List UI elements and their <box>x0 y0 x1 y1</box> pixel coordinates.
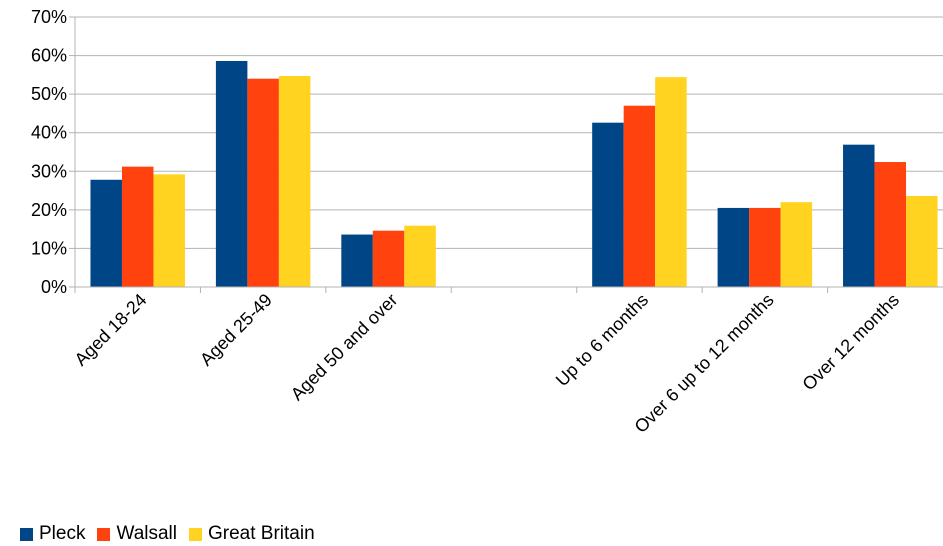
x-tick-label: Up to 6 months <box>552 290 652 390</box>
bar <box>372 230 405 287</box>
bar <box>153 174 185 287</box>
y-tick-label: 20% <box>31 200 67 220</box>
x-tick-label: Over 12 months <box>798 290 903 395</box>
bar-chart: 0% 10% 20% 30% 40% 50% 60% 70% Aged 18-24 Aged 2… <box>31 7 943 437</box>
bar <box>215 60 248 287</box>
axes <box>74 17 943 293</box>
legend-item: Walsall <box>97 523 177 545</box>
gridlines <box>75 16 943 249</box>
legend-swatch <box>20 527 33 541</box>
y-tick-label: 70% <box>31 7 67 27</box>
x-axis-labels: Aged 18-24 Aged 25-49 Aged 50 and over Up t… <box>71 290 904 437</box>
bars <box>90 60 938 288</box>
x-tick-label: Aged 25-49 <box>196 290 276 370</box>
legend-label: Walsall <box>116 523 177 544</box>
bar <box>90 179 122 287</box>
legend-item: Pleck <box>20 523 85 545</box>
bar <box>592 122 624 287</box>
x-tick-label: Aged 18-24 <box>71 290 151 370</box>
y-tick-label: 40% <box>31 123 67 143</box>
y-tick-label: 50% <box>31 84 67 104</box>
y-axis-ticks: 0% 10% 20% 30% 40% 50% 60% 70% <box>31 7 75 297</box>
legend-item: Great Britain <box>189 523 315 545</box>
bar <box>655 77 687 288</box>
legend-label: Pleck <box>39 523 86 544</box>
y-tick-label: 30% <box>31 161 67 181</box>
x-tick-label: Aged 50 and over <box>287 290 402 405</box>
legend-swatch <box>97 527 111 541</box>
bar <box>121 166 154 287</box>
y-tick-label: 10% <box>31 238 67 258</box>
bar <box>341 234 373 287</box>
bar <box>780 202 813 287</box>
bar <box>623 105 656 287</box>
legend-swatch <box>189 527 202 541</box>
bar <box>404 225 436 287</box>
x-tick-label: Over 6 up to 12 months <box>631 290 778 437</box>
bar <box>749 207 781 287</box>
legend: Pleck Walsall Great Britain <box>20 523 327 545</box>
y-tick-label: 0% <box>41 277 67 297</box>
bar <box>874 162 907 287</box>
y-tick-label: 60% <box>31 46 67 66</box>
bar <box>247 78 279 287</box>
bar <box>278 76 311 287</box>
bar <box>717 207 750 287</box>
legend-label: Great Britain <box>208 523 315 544</box>
bar <box>906 195 938 287</box>
bar <box>843 144 875 287</box>
